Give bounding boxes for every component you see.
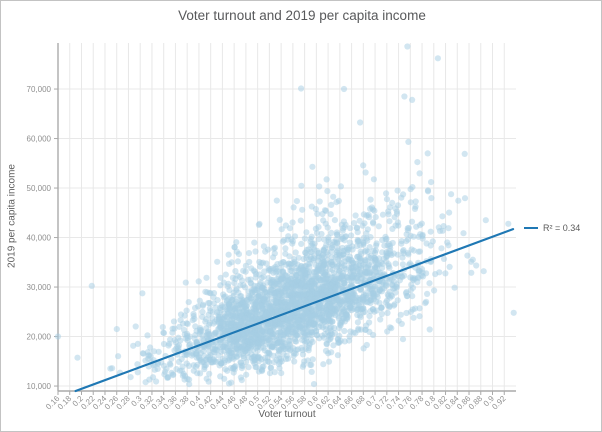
- svg-text:40,000: 40,000: [27, 233, 52, 242]
- svg-text:70,000: 70,000: [27, 85, 52, 94]
- y-axis-title: 2019 per capita income: [6, 164, 18, 268]
- trendline-legend[interactable]: R² = 0.34: [524, 223, 580, 233]
- legend-label: R² = 0.34: [543, 223, 581, 233]
- chart-title: Voter turnout and 2019 per capita income: [178, 8, 426, 23]
- svg-text:60,000: 60,000: [27, 134, 52, 143]
- legend-line-swatch: [524, 227, 538, 229]
- svg-text:10,000: 10,000: [27, 382, 52, 391]
- svg-text:30,000: 30,000: [27, 283, 52, 292]
- svg-text:0.92: 0.92: [490, 394, 508, 412]
- x-axis-title: Voter turnout: [258, 409, 316, 420]
- svg-text:50,000: 50,000: [27, 184, 52, 193]
- svg-text:20,000: 20,000: [27, 332, 52, 341]
